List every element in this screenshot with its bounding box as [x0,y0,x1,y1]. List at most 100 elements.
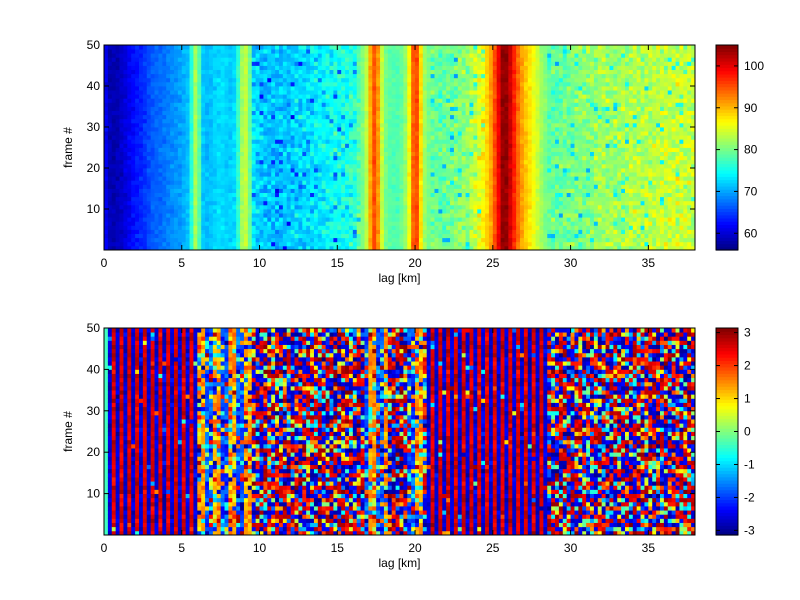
heatmap-cell [380,180,385,185]
heatmap-cell [461,106,466,111]
heatmap-cell [485,118,490,124]
heatmap-cell [415,114,420,120]
heatmap-cell [364,135,369,140]
heatmap-cell [251,65,257,70]
heatmap-cell [146,90,152,95]
heatmap-cell [446,106,451,111]
heatmap-cell [263,192,268,198]
heatmap-cell [348,200,354,206]
heatmap-cell [263,86,268,91]
heatmap-cell [197,69,202,75]
heatmap-cell [189,159,194,165]
heatmap-cell [329,122,334,128]
heatmap-cell [310,69,315,75]
heatmap-cell [150,77,155,83]
heatmap-cell [481,102,486,107]
heatmap-cell [438,192,443,198]
heatmap-cell [391,57,397,62]
heatmap-cell [395,131,400,136]
heatmap-cell [185,102,190,107]
heatmap-cell [415,73,420,79]
heatmap-cell [189,57,194,62]
heatmap-cell [255,81,260,87]
heatmap-cell [329,53,334,58]
heatmap-cell [426,221,432,226]
heatmap-cell [310,229,315,234]
heatmap-cell [185,139,190,144]
heatmap-cell [216,118,222,124]
heatmap-cell [282,155,288,161]
heatmap-cell [469,122,474,128]
heatmap-cell [403,135,408,140]
heatmap-cell [259,192,264,198]
heatmap-cell [127,180,132,185]
heatmap-cell [457,122,463,128]
heatmap-cell [399,81,404,87]
heatmap-cell [453,81,459,87]
heatmap-cell [442,241,447,247]
heatmap-cell [426,188,432,193]
heatmap-cell [457,49,463,54]
heatmap-cell [282,94,288,99]
heatmap-cell [306,184,311,189]
heatmap-cell [360,213,365,218]
heatmap-cell [197,237,202,243]
heatmap-cell [457,57,463,62]
heatmap-cell [189,94,194,99]
heatmap-cell [142,73,148,79]
heatmap-cell [271,118,276,124]
heatmap-cell [426,163,432,169]
heatmap-cell [407,94,412,99]
heatmap-cell [127,45,132,50]
heatmap-cell [255,77,260,83]
heatmap-cell [403,139,408,144]
heatmap-cell [356,151,362,157]
heatmap-cell [372,180,377,185]
heatmap-cell [341,102,346,107]
heatmap-cell [446,209,451,214]
heatmap-cell [317,225,323,230]
heatmap-cell [107,139,113,144]
heatmap-cell [162,127,167,132]
heatmap-cell [438,49,443,54]
heatmap-cell [399,131,404,136]
heatmap-cell [294,49,299,54]
heatmap-cell [317,172,323,177]
heatmap-cell [236,98,241,103]
heatmap-cell [368,225,373,230]
heatmap-cell [306,73,311,79]
heatmap-cell [123,94,128,99]
heatmap-cell [104,176,109,181]
heatmap-cell [236,122,241,128]
heatmap-cell [193,49,198,54]
heatmap-cell [240,213,245,218]
heatmap-cell [481,69,486,75]
heatmap-cell [387,221,393,226]
heatmap-cell [418,225,424,230]
heatmap-cell [337,237,342,243]
heatmap-cell [232,61,237,66]
heatmap-cell [286,61,292,66]
heatmap-cell [368,131,373,136]
heatmap-cell [317,49,323,54]
heatmap-cell [302,98,307,103]
heatmap-cell [294,245,299,251]
heatmap-cell [411,217,416,222]
heatmap-cell [290,229,295,234]
heatmap-cell [465,86,470,91]
heatmap-cell [473,168,478,173]
heatmap-cell [364,143,369,148]
heatmap-cell [352,163,358,169]
heatmap-cell [259,94,264,99]
heatmap-cell [368,245,373,251]
heatmap-cell [131,106,136,111]
heatmap-cell [461,102,466,107]
heatmap-cell [278,241,284,247]
heatmap-cell [368,168,373,173]
heatmap-cell [457,237,463,243]
heatmap-cell [415,217,420,222]
heatmap-cell [286,188,292,193]
heatmap-cell [170,49,175,54]
heatmap-cell [135,176,140,181]
